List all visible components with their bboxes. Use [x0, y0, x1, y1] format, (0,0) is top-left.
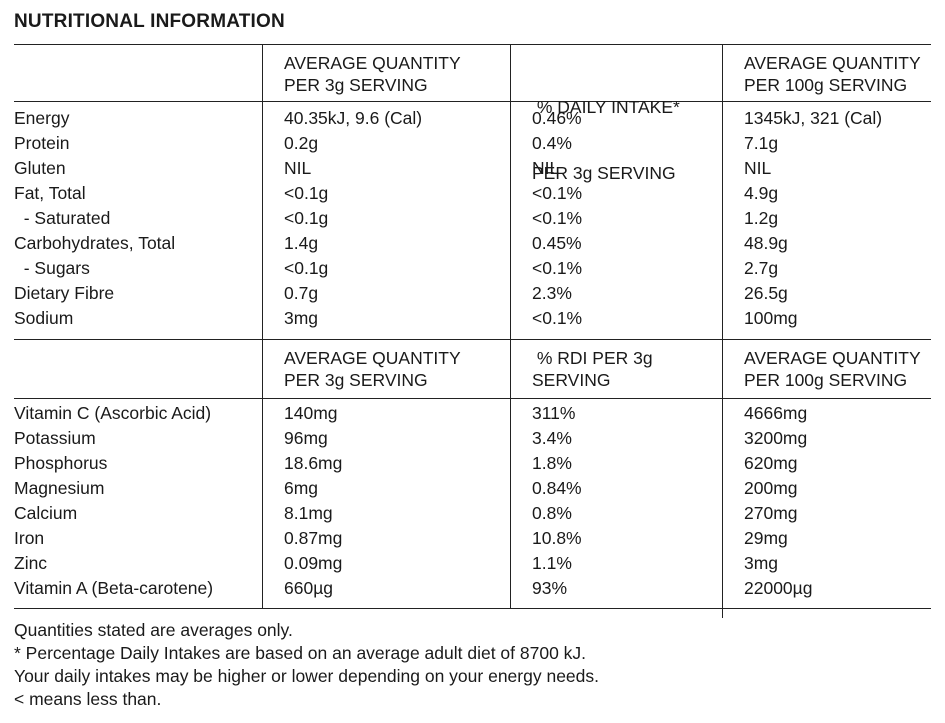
- row-zinc-per-100g: 3mg: [744, 553, 779, 573]
- header-line: SERVING: [532, 370, 611, 390]
- section1-header-col2: % DAILY INTAKE* PER 3g SERVING: [532, 52, 680, 206]
- rule-header1-bottom: [14, 101, 931, 102]
- row-saturated-label: - Saturated: [14, 208, 111, 228]
- rule-table-bottom: [14, 608, 931, 609]
- row-carbohydrates-per-100g: 48.9g: [744, 233, 788, 253]
- row-fat-total-per-100g: 4.9g: [744, 183, 779, 203]
- section2-header-col2: % RDI PER 3g SERVING: [532, 347, 653, 391]
- col-divider-1: [262, 44, 263, 608]
- row-magnesium-per-100g: 200mg: [744, 478, 798, 498]
- row-magnesium-label: Magnesium: [14, 478, 105, 498]
- row-energy-per-serving: 40.35kJ, 9.6 (Cal): [284, 108, 423, 128]
- row-vitamin-a-rdi: 93%: [532, 578, 568, 598]
- header-line: AVERAGE QUANTITY: [744, 53, 921, 73]
- row-fat-total-label: Fat, Total: [14, 183, 86, 203]
- col-divider-2: [510, 44, 511, 608]
- footnote-energy-needs: Your daily intakes may be higher or lowe…: [14, 666, 600, 686]
- row-iron-rdi: 10.8%: [532, 528, 582, 548]
- row-phosphorus-per-serving: 18.6mg: [284, 453, 343, 473]
- row-potassium-per-serving: 96mg: [284, 428, 328, 448]
- row-carbohydrates-daily-intake: 0.45%: [532, 233, 582, 253]
- header-line: PER 3g SERVING: [532, 163, 676, 183]
- row-potassium-per-100g: 3200mg: [744, 428, 808, 448]
- rule-header2-bottom: [14, 398, 931, 399]
- row-vitamin-a-label: Vitamin A (Beta-carotene): [14, 578, 214, 598]
- row-magnesium-per-serving: 6mg: [284, 478, 319, 498]
- header-line: AVERAGE QUANTITY: [284, 348, 461, 368]
- row-saturated-daily-intake: <0.1%: [532, 208, 583, 228]
- rule-top: [14, 44, 931, 45]
- row-phosphorus-per-100g: 620mg: [744, 453, 798, 473]
- header-line: AVERAGE QUANTITY: [284, 53, 461, 73]
- col-divider-3: [722, 44, 723, 618]
- row-dietary-fibre-per-serving: 0.7g: [284, 283, 319, 303]
- row-protein-daily-intake: 0.4%: [532, 133, 572, 153]
- section1-header-col1: AVERAGE QUANTITY PER 3g SERVING: [284, 52, 461, 96]
- row-zinc-label: Zinc: [14, 553, 48, 573]
- rule-section1-bottom: [14, 339, 931, 340]
- row-iron-label: Iron: [14, 528, 45, 548]
- row-fat-total-per-serving: <0.1g: [284, 183, 329, 203]
- row-calcium-label: Calcium: [14, 503, 78, 523]
- row-dietary-fibre-per-100g: 26.5g: [744, 283, 788, 303]
- header-line: PER 3g SERVING: [284, 370, 428, 390]
- row-protein-label: Protein: [14, 133, 70, 153]
- header-line: % DAILY INTAKE*: [532, 97, 680, 117]
- row-vitamin-c-per-serving: 140mg: [284, 403, 338, 423]
- row-phosphorus-rdi: 1.8%: [532, 453, 572, 473]
- row-gluten-per-100g: NIL: [744, 158, 772, 178]
- row-vitamin-a-per-100g: 22000µg: [744, 578, 813, 598]
- row-sodium-per-serving: 3mg: [284, 308, 319, 328]
- row-potassium-label: Potassium: [14, 428, 96, 448]
- row-zinc-rdi: 1.1%: [532, 553, 572, 573]
- row-sugars-label: - Sugars: [14, 258, 90, 278]
- row-protein-per-100g: 7.1g: [744, 133, 779, 153]
- row-sugars-per-100g: 2.7g: [744, 258, 779, 278]
- row-gluten-per-serving: NIL: [284, 158, 312, 178]
- row-sugars-daily-intake: <0.1%: [532, 258, 583, 278]
- row-vitamin-c-label: Vitamin C (Ascorbic Acid): [14, 403, 212, 423]
- row-dietary-fibre-daily-intake: 2.3%: [532, 283, 572, 303]
- section2-header-col1: AVERAGE QUANTITY PER 3g SERVING: [284, 347, 461, 391]
- row-sodium-label: Sodium: [14, 308, 74, 328]
- row-calcium-per-serving: 8.1mg: [284, 503, 333, 523]
- header-line: PER 100g SERVING: [744, 370, 908, 390]
- section1-header-col3: AVERAGE QUANTITY PER 100g SERVING: [744, 52, 921, 96]
- row-zinc-per-serving: 0.09mg: [284, 553, 343, 573]
- row-energy-per-100g: 1345kJ, 321 (Cal): [744, 108, 883, 128]
- row-calcium-rdi: 0.8%: [532, 503, 572, 523]
- row-carbohydrates-label: Carbohydrates, Total: [14, 233, 176, 253]
- row-protein-per-serving: 0.2g: [284, 133, 319, 153]
- page-title: NUTRITIONAL INFORMATION: [14, 11, 285, 32]
- footnote-daily-intake: * Percentage Daily Intakes are based on …: [14, 643, 587, 663]
- row-sugars-per-serving: <0.1g: [284, 258, 329, 278]
- row-dietary-fibre-label: Dietary Fibre: [14, 283, 115, 303]
- row-gluten-label: Gluten: [14, 158, 66, 178]
- row-vitamin-c-per-100g: 4666mg: [744, 403, 808, 423]
- row-carbohydrates-per-serving: 1.4g: [284, 233, 319, 253]
- section2-header-col3: AVERAGE QUANTITY PER 100g SERVING: [744, 347, 921, 391]
- row-magnesium-rdi: 0.84%: [532, 478, 582, 498]
- row-potassium-rdi: 3.4%: [532, 428, 572, 448]
- footnote-averages: Quantities stated are averages only.: [14, 620, 293, 640]
- row-vitamin-c-rdi: 311%: [532, 403, 576, 423]
- row-energy-daily-intake: 0.46%: [532, 108, 582, 128]
- header-line: PER 100g SERVING: [744, 75, 908, 95]
- row-fat-total-daily-intake: <0.1%: [532, 183, 583, 203]
- row-calcium-per-100g: 270mg: [744, 503, 798, 523]
- row-saturated-per-100g: 1.2g: [744, 208, 779, 228]
- header-line: AVERAGE QUANTITY: [744, 348, 921, 368]
- row-phosphorus-label: Phosphorus: [14, 453, 108, 473]
- row-saturated-per-serving: <0.1g: [284, 208, 329, 228]
- row-gluten-daily-intake: NIL: [532, 158, 560, 178]
- footnote-less-than: < means less than.: [14, 689, 162, 709]
- header-line: % RDI PER 3g: [532, 348, 653, 368]
- row-energy-label: Energy: [14, 108, 70, 128]
- row-sodium-daily-intake: <0.1%: [532, 308, 583, 328]
- row-iron-per-100g: 29mg: [744, 528, 788, 548]
- row-sodium-per-100g: 100mg: [744, 308, 798, 328]
- header-line: PER 3g SERVING: [284, 75, 428, 95]
- row-iron-per-serving: 0.87mg: [284, 528, 343, 548]
- row-vitamin-a-per-serving: 660µg: [284, 578, 334, 598]
